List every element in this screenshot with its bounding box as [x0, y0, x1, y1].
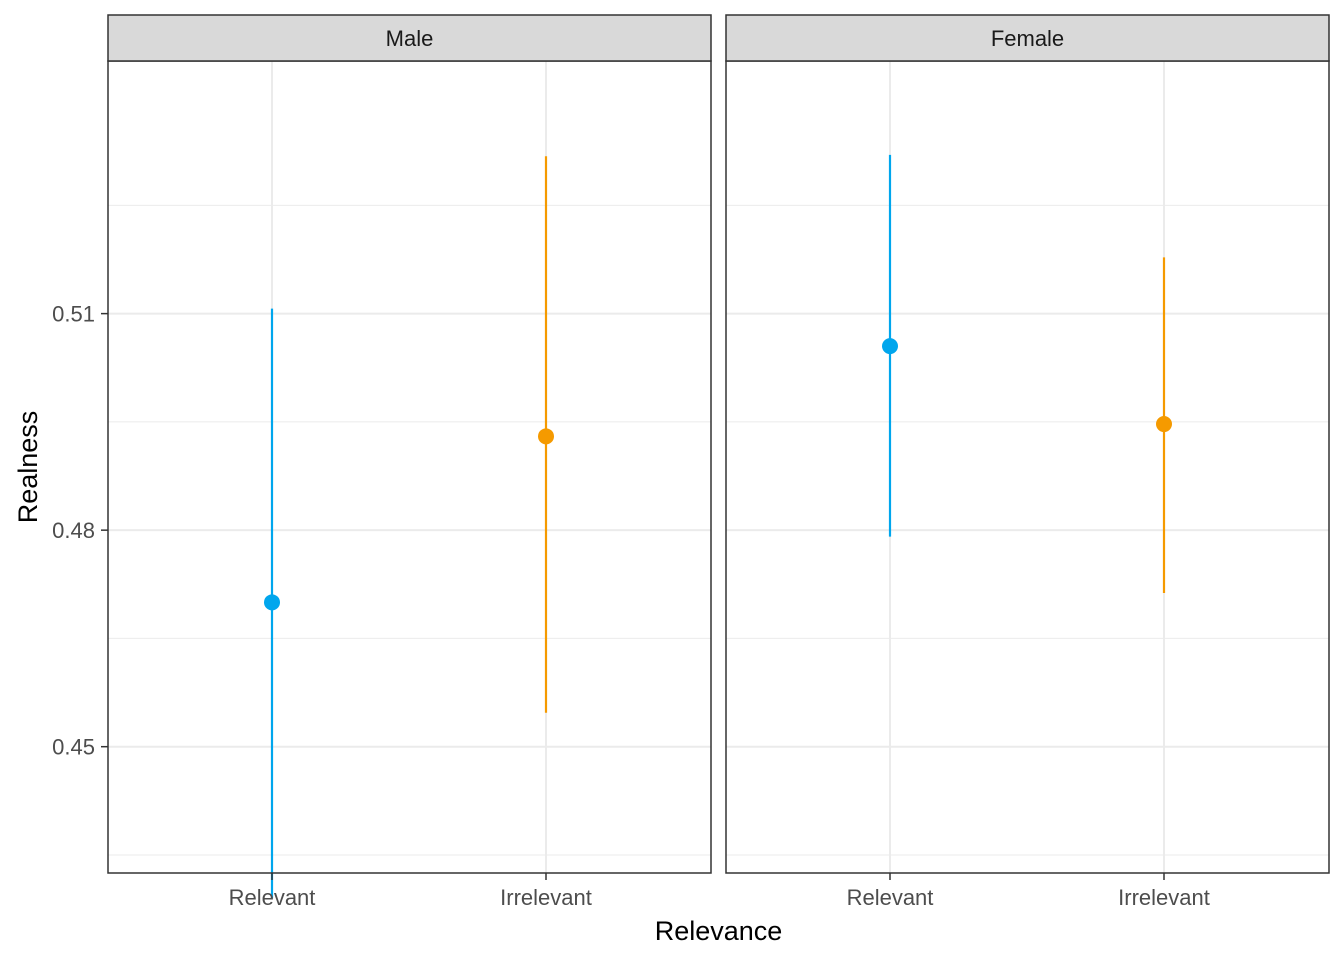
point-relevant: [882, 338, 898, 355]
point-irrelevant: [1156, 416, 1172, 433]
strip-background: [725, 14, 1330, 62]
panels-layer: Male Relevant Irrelevant Female Relevant Irre…: [107, 14, 1330, 910]
y-axis-title: Realness: [13, 411, 43, 524]
panel-background: [108, 61, 711, 873]
y-tick-label: 0.48: [52, 518, 95, 543]
panel-female: Female Relevant Irrelevant: [725, 14, 1330, 910]
x-tick-label: Relevant: [847, 885, 934, 910]
point-irrelevant: [538, 428, 554, 445]
x-tick-label: Irrelevant: [1118, 885, 1210, 910]
y-axis: 0.45 0.48 0.51: [52, 302, 108, 760]
y-tick-label: 0.45: [52, 735, 95, 760]
y-tick-label: 0.51: [52, 302, 95, 327]
x-axis-title: Relevance: [655, 916, 783, 946]
strip-label: Male: [386, 26, 434, 51]
panel-background: [726, 61, 1329, 873]
x-tick-label: Irrelevant: [500, 885, 592, 910]
x-tick-label: Relevant: [229, 885, 316, 910]
strip-label: Female: [991, 26, 1064, 51]
point-relevant: [264, 594, 280, 611]
strip-background: [107, 14, 712, 62]
panel-male: Male Relevant Irrelevant: [107, 14, 712, 910]
